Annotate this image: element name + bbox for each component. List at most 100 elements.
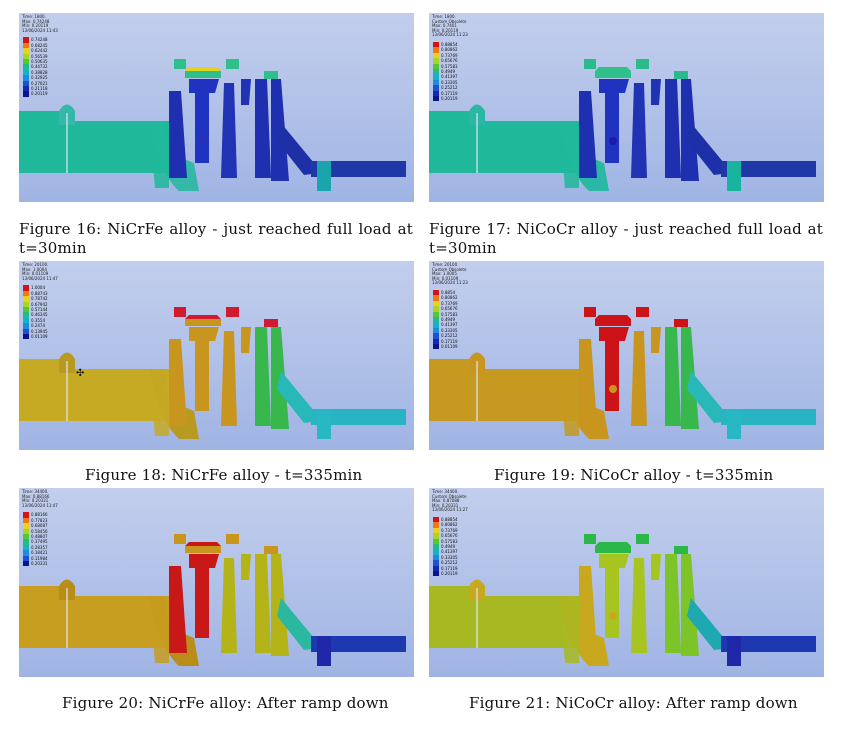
legend-swatch [433, 47, 439, 53]
legend-swatch [23, 301, 29, 307]
color-legend: 1.0004 0.88743 0.78742 0.67942 0.57144 0.4634… [23, 285, 48, 340]
legend-swatch [433, 74, 439, 80]
legend-swatch [433, 538, 439, 544]
legend-swatch [433, 333, 439, 339]
disk-3-stub [241, 327, 251, 353]
legend-swatch [23, 64, 29, 70]
figure-16-image: Time: 1800. Max: 0.74248 Min: 0.20119 13/06… [19, 13, 414, 202]
left-shaft-section [19, 121, 169, 173]
disk-4 [255, 554, 271, 653]
legend-entry: 0.20119 [23, 91, 48, 97]
info-line: Max: 1.0005 [432, 271, 457, 277]
info-line: Min: 0.20119 [22, 23, 49, 29]
disk-1 [169, 339, 187, 426]
plot-info-text: Time: 1800. Custom Obsolete Max: 0.7401 Min… [432, 14, 468, 38]
disk-4 [255, 79, 271, 178]
legend-entry: 0.68087 [23, 523, 48, 529]
legend-value: 0.73769 [441, 527, 458, 533]
right-pipe [721, 161, 816, 177]
legend-swatch [23, 533, 29, 540]
legend-value: 0.20119 [441, 570, 458, 576]
legend-value: 0.33305 [441, 327, 458, 333]
legend-value: 0.01109 [441, 343, 458, 349]
legend-entry: 0.32925 [23, 75, 48, 81]
top-comb [185, 542, 221, 546]
legend-value: 0.88854 [441, 517, 458, 522]
legend-value: 0.68245 [31, 42, 48, 48]
legend-entry: 0.4949 [433, 543, 458, 550]
legend-swatch [23, 523, 29, 529]
legend-entry: 0.80862 [433, 295, 458, 301]
legend-entry: 0.67942 [23, 301, 48, 307]
legend-swatch [433, 570, 439, 577]
legend-swatch [23, 80, 29, 86]
legend-entry: 0.68245 [23, 42, 48, 49]
legend-swatch [433, 68, 439, 75]
disk-3-stub [651, 327, 661, 353]
info-line: 13/06/2024 11:23 [432, 32, 468, 38]
left-shaft-section [429, 369, 579, 421]
legend-value: 0.65676 [441, 58, 458, 64]
legend-entry: 0.88854 [433, 517, 458, 523]
legend-value: 0.73769 [441, 300, 458, 306]
legend-value: 0.25212 [441, 85, 458, 91]
legend-value: 0.41397 [441, 322, 458, 328]
top-header [595, 319, 631, 326]
right-pipe-neck [317, 161, 331, 191]
disk-3-stub [651, 79, 661, 105]
legend-entry: 0.20331 [23, 560, 48, 567]
figure-17-caption: Figure 17: NiCoCr alloy - just reached f… [429, 220, 823, 257]
color-legend: 0.8854 0.80862 0.73769 0.65676 0.57583 0.4949… [433, 290, 458, 350]
legend-swatch [23, 48, 29, 54]
right-pipe [311, 636, 406, 652]
legend-value: 0.17119 [441, 338, 458, 344]
legend-entry: 0.88854 [433, 42, 458, 48]
legend-swatch [23, 306, 29, 313]
disk-2-bore [199, 385, 207, 393]
figure-20-caption: Figure 20: NiCrFe alloy: After ramp down [62, 694, 389, 712]
info-line: 13/06/2024 11:43 [22, 27, 58, 33]
info-line: Time: 34400. [432, 489, 459, 494]
legend-swatch [433, 295, 439, 301]
legend-swatch [23, 296, 29, 302]
figure-16-caption: Figure 16: NiCrFe alloy - just reached f… [19, 220, 413, 257]
legend-entry: 0.17119 [433, 90, 458, 96]
legend-value: 0.4949 [441, 316, 455, 322]
left-shaft-section [19, 596, 169, 648]
legend-swatch [433, 322, 439, 328]
info-line: Time: 20100. [432, 262, 459, 267]
legend-swatch [23, 555, 29, 561]
info-line: Min: 0.01109 [22, 271, 49, 277]
cap-far-right [674, 71, 688, 79]
legend-value: 0.46345 [31, 312, 48, 318]
top-comb [185, 67, 221, 71]
info-line: Max: 0.88166 [22, 493, 50, 499]
legend-swatch [433, 565, 439, 571]
taper-section [687, 371, 729, 423]
legend-value: 0.17119 [441, 90, 458, 96]
legend-value: 0.2474 [31, 323, 45, 329]
legend-value: 0.28357 [31, 544, 48, 550]
right-pipe-neck [727, 161, 741, 191]
legend-swatch [433, 311, 439, 317]
legend-entry: 0.58456 [23, 528, 48, 534]
left-shaft-section [429, 596, 579, 648]
legend-swatch [433, 543, 439, 550]
legend-swatch [433, 306, 439, 312]
legend-value: 0.33305 [441, 79, 458, 85]
legend-value: 0.25212 [441, 333, 458, 339]
cap-left [174, 307, 186, 317]
left-casing-wall [149, 369, 169, 436]
info-line: 13/06/2024 11:47 [22, 275, 58, 281]
legend-entry: 0.57583 [433, 311, 458, 317]
disk-2 [599, 79, 629, 163]
legend-entry: 0.4949 [433, 316, 458, 323]
disk-4 [665, 554, 681, 653]
legend-entry: 0.20119 [433, 95, 458, 102]
legend-entry: 0.37495 [23, 539, 48, 545]
legend-value: 0.62442 [31, 48, 48, 54]
legend-entry: 0.80862 [433, 522, 458, 528]
figure-17-image: Time: 1800. Custom Obsolete Max: 0.7401 Min… [429, 13, 824, 202]
legend-entry: 0.74248 [23, 37, 48, 43]
disk-2-bore [199, 612, 207, 620]
